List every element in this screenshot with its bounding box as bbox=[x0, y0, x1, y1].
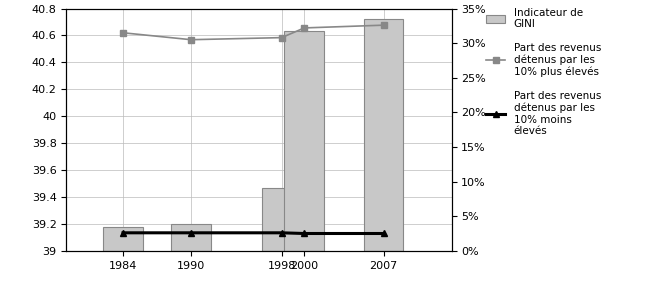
Legend: Indicateur de
GINI, Part des revenus
détenus par les
10% plus élevés, Part des r: Indicateur de GINI, Part des revenus dét… bbox=[482, 4, 605, 141]
Bar bbox=[364, 19, 404, 251]
Bar bbox=[171, 224, 211, 251]
Bar bbox=[284, 31, 324, 251]
Bar bbox=[103, 227, 143, 251]
Bar bbox=[262, 188, 301, 251]
